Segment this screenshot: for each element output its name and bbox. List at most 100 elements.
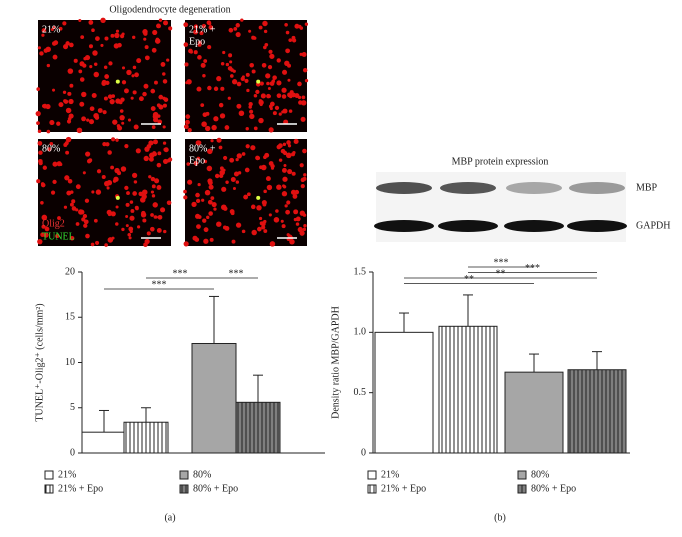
cell <box>158 18 163 22</box>
cell <box>209 237 214 242</box>
cell <box>293 209 299 215</box>
cell <box>218 145 223 150</box>
cell <box>166 58 170 62</box>
cell <box>150 226 155 232</box>
cell <box>269 241 276 247</box>
blot-band <box>567 220 627 232</box>
cell <box>49 120 55 126</box>
cell <box>199 31 204 36</box>
cell <box>287 92 293 98</box>
cell <box>85 233 90 239</box>
legend-swatch <box>367 484 377 494</box>
tunel-cell <box>115 79 120 84</box>
cell <box>202 73 206 78</box>
cell <box>259 103 263 107</box>
panel-caption: (b) <box>494 512 506 523</box>
cell <box>160 207 166 213</box>
cell <box>111 94 116 98</box>
cell <box>63 99 67 103</box>
cell <box>162 141 167 145</box>
band-label: GAPDH <box>636 220 670 231</box>
cell <box>194 237 200 242</box>
cell <box>187 179 193 185</box>
cell <box>193 29 197 33</box>
cell <box>196 224 201 229</box>
panel-label: 80% + <box>189 143 216 154</box>
cell <box>46 63 51 68</box>
cell <box>121 80 127 85</box>
cell <box>71 206 77 211</box>
cell <box>95 36 100 41</box>
y-tick-label: 1.5 <box>354 266 367 277</box>
cell <box>153 139 158 145</box>
cell <box>42 165 47 170</box>
cell <box>191 201 197 208</box>
cell <box>78 209 84 215</box>
cell <box>36 121 40 126</box>
cell <box>302 227 307 232</box>
cell <box>81 116 87 122</box>
cell <box>184 124 189 130</box>
cell <box>275 209 279 213</box>
cell <box>195 140 201 146</box>
y-axis-label: Density ratio MBP/GAPDH <box>330 306 341 419</box>
cell <box>246 88 250 93</box>
cell <box>303 173 307 177</box>
cell <box>58 102 64 108</box>
cell <box>92 50 98 56</box>
cell <box>236 103 242 109</box>
cell <box>157 214 163 220</box>
cell <box>207 199 213 205</box>
cell <box>62 90 67 94</box>
cell <box>62 21 67 26</box>
cell <box>195 198 201 204</box>
cell <box>67 178 73 184</box>
cell <box>287 78 291 82</box>
cell <box>143 242 148 248</box>
legend-swatch <box>44 470 54 480</box>
cell <box>229 60 233 64</box>
cell <box>134 205 139 210</box>
cell <box>78 18 82 22</box>
cell <box>89 65 93 69</box>
cell <box>224 225 230 231</box>
cell <box>244 167 250 173</box>
blot-band <box>376 182 432 194</box>
legend-swatch <box>517 484 527 494</box>
cell <box>301 100 307 106</box>
cell <box>245 144 250 149</box>
blot-title: MBP protein expression <box>452 156 549 167</box>
cell <box>295 222 300 226</box>
cell <box>115 222 119 226</box>
cell <box>150 106 156 111</box>
cell <box>299 163 304 168</box>
cell <box>285 48 290 54</box>
cell <box>193 24 199 29</box>
cell <box>261 62 267 68</box>
cell <box>100 43 104 47</box>
cell <box>141 189 148 195</box>
cell <box>262 202 267 207</box>
cell <box>195 192 200 198</box>
micrographs <box>35 17 309 248</box>
cell <box>63 142 68 147</box>
cell <box>114 32 120 39</box>
cell <box>151 125 156 129</box>
cell <box>235 157 239 162</box>
cell <box>69 235 75 241</box>
cell <box>97 108 103 113</box>
cell <box>284 22 288 27</box>
cell <box>83 223 88 228</box>
cell <box>236 81 242 87</box>
cell <box>213 86 219 91</box>
cell <box>299 230 305 236</box>
cell <box>139 197 146 203</box>
cell <box>291 38 297 43</box>
cell <box>263 219 267 224</box>
cell <box>103 65 108 69</box>
cell <box>274 105 280 111</box>
cell <box>144 55 150 61</box>
cell <box>288 38 293 43</box>
cell <box>102 110 107 115</box>
cell <box>65 136 72 143</box>
